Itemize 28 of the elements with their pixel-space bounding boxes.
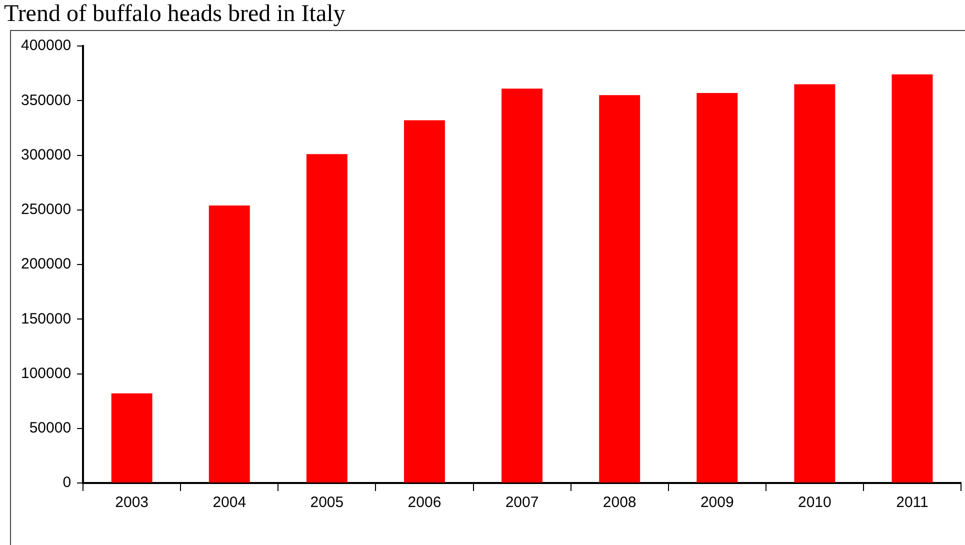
bar (892, 74, 933, 482)
y-tick-label: 200000 (20, 256, 72, 273)
x-tick-label: 2006 (408, 494, 442, 512)
y-tick-label: 250000 (20, 201, 72, 218)
chart-title: Trend of buffalo heads bred in Italy (3, 0, 346, 28)
y-tick-label: 100000 (20, 364, 72, 382)
y-tick-label: 300000 (20, 146, 72, 164)
x-tick-label: 2003 (115, 494, 149, 512)
x-tick-label: 2011 (896, 494, 928, 512)
bar (111, 393, 152, 482)
bar (306, 154, 348, 482)
bar (404, 120, 445, 482)
bar (696, 92, 738, 482)
bar (502, 88, 543, 482)
x-tick-label: 2009 (700, 494, 734, 512)
bar (599, 95, 640, 482)
y-tick-label: 400000 (20, 37, 72, 54)
y-tick-label: 50000 (29, 420, 72, 437)
x-tick-label: 2005 (310, 494, 344, 512)
y-tick-label: 150000 (20, 310, 72, 328)
bar (208, 206, 250, 482)
bar (794, 84, 836, 482)
x-tick-label: 2008 (602, 494, 636, 512)
x-tick-label: 2010 (798, 494, 832, 512)
x-tick-label: 2007 (505, 494, 539, 512)
y-tick-label: 0 (62, 474, 72, 492)
x-tick-label: 2004 (212, 494, 246, 512)
y-tick-label: 350000 (20, 92, 72, 109)
